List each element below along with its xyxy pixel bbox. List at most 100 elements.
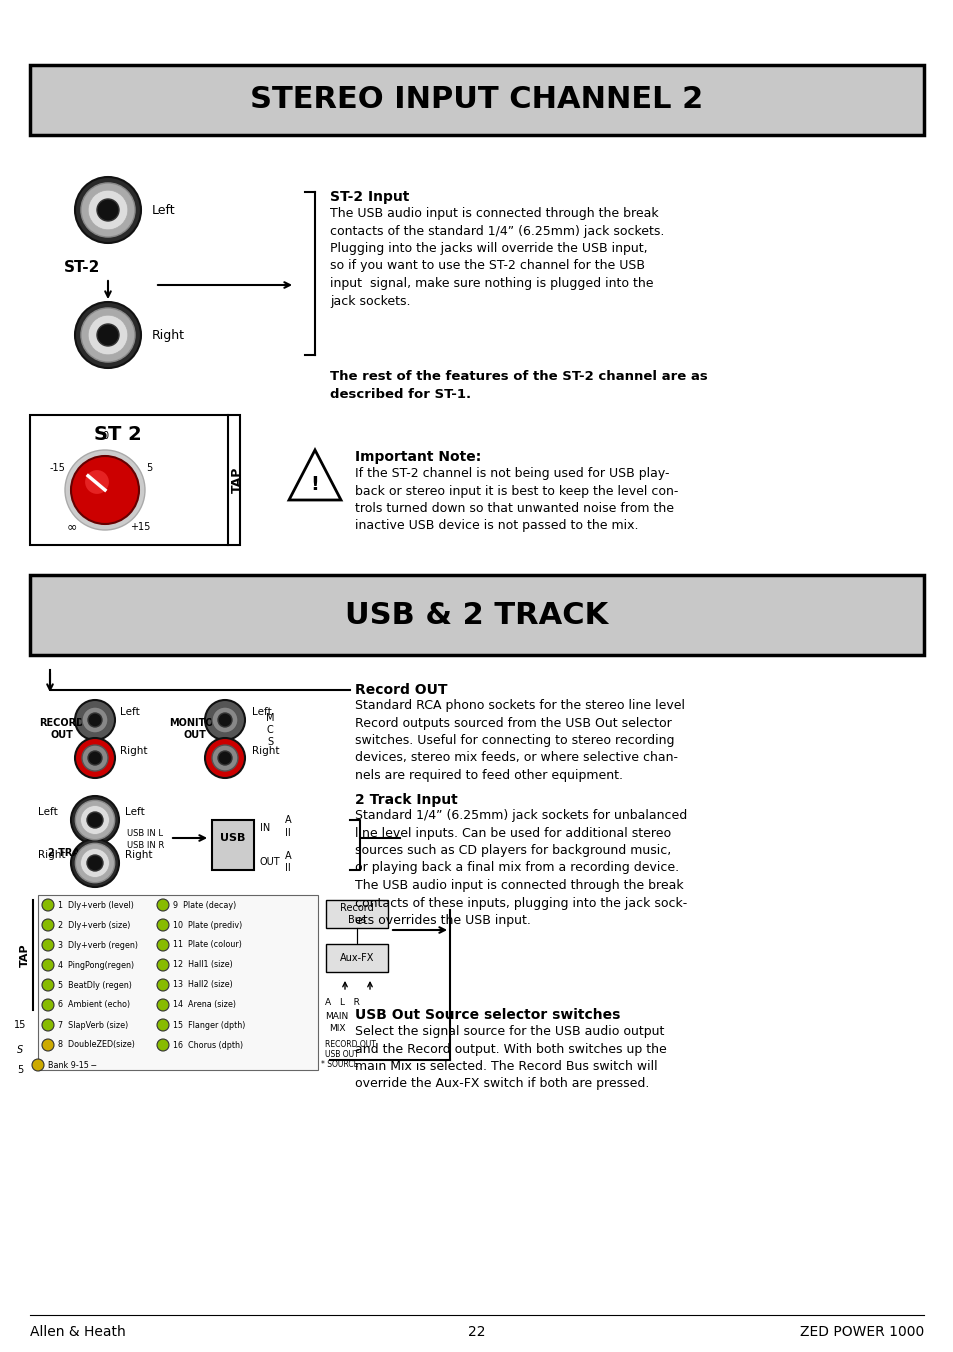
Bar: [212, 821, 253, 869]
Text: USB IN R: USB IN R: [127, 841, 164, 849]
Text: 1  Dly+verb (level): 1 Dly+verb (level): [58, 900, 133, 910]
Circle shape: [42, 979, 54, 991]
Text: Left: Left: [125, 807, 145, 817]
Text: ST-2: ST-2: [64, 260, 100, 274]
Text: MONITOR: MONITOR: [169, 718, 221, 727]
Text: Left: Left: [120, 707, 139, 717]
Circle shape: [212, 707, 237, 733]
Text: Important Note:: Important Note:: [355, 450, 480, 464]
Text: 13  Hall2 (size): 13 Hall2 (size): [172, 980, 233, 990]
Text: * SOURCE: * SOURCE: [320, 1060, 358, 1069]
Bar: [30, 65, 923, 135]
Text: S: S: [17, 1045, 23, 1055]
Bar: [38, 895, 317, 1069]
Text: 7  SlapVerb (size): 7 SlapVerb (size): [58, 1021, 128, 1029]
Text: ST-2 Input: ST-2 Input: [330, 191, 409, 204]
Text: Standard RCA phono sockets for the stereo line level
Record outputs sourced from: Standard RCA phono sockets for the stere…: [355, 699, 684, 781]
Text: USB OUT: USB OUT: [325, 1051, 358, 1059]
Circle shape: [81, 183, 135, 237]
Text: Record
Bus: Record Bus: [340, 903, 374, 925]
Text: 16  Chorus (dpth): 16 Chorus (dpth): [172, 1041, 243, 1049]
Circle shape: [88, 191, 128, 230]
Circle shape: [42, 940, 54, 950]
Text: USB & 2 TRACK: USB & 2 TRACK: [345, 600, 608, 630]
Circle shape: [157, 899, 169, 911]
Circle shape: [65, 450, 145, 530]
Text: +15: +15: [130, 522, 150, 531]
Circle shape: [71, 796, 119, 844]
Circle shape: [81, 308, 135, 362]
Text: MAIN: MAIN: [325, 1013, 348, 1021]
Circle shape: [212, 745, 237, 771]
Circle shape: [82, 707, 108, 733]
Text: Right: Right: [125, 850, 152, 860]
Text: OUT: OUT: [260, 857, 280, 867]
Text: Left: Left: [38, 807, 58, 817]
Text: Right: Right: [120, 746, 148, 756]
Circle shape: [75, 177, 141, 243]
Text: If the ST-2 channel is not being used for USB play-
back or stereo input it is b: If the ST-2 channel is not being used fo…: [355, 466, 678, 533]
Bar: [30, 575, 923, 654]
Text: RECORD OUT: RECORD OUT: [325, 1040, 375, 1049]
Circle shape: [157, 979, 169, 991]
Circle shape: [42, 959, 54, 971]
Circle shape: [87, 854, 103, 871]
Circle shape: [157, 1019, 169, 1032]
Text: II: II: [285, 863, 291, 873]
Text: A: A: [284, 815, 291, 825]
Text: Right: Right: [38, 850, 66, 860]
Circle shape: [42, 999, 54, 1011]
Circle shape: [75, 700, 115, 740]
Text: OUT: OUT: [51, 730, 73, 740]
Text: 2 TRACK IN: 2 TRACK IN: [48, 848, 110, 859]
Text: Allen & Heath: Allen & Heath: [30, 1325, 126, 1338]
Circle shape: [80, 849, 110, 877]
Text: Select the signal source for the USB audio output
and the Record output. With bo: Select the signal source for the USB aud…: [355, 1025, 666, 1091]
Circle shape: [157, 1038, 169, 1051]
Circle shape: [42, 1019, 54, 1032]
Text: OUT: OUT: [183, 730, 206, 740]
Text: 6  Ambient (echo): 6 Ambient (echo): [58, 1000, 130, 1010]
Bar: [30, 415, 240, 545]
Text: 15  Flanger (dpth): 15 Flanger (dpth): [172, 1021, 245, 1029]
Text: -15: -15: [49, 462, 65, 473]
Circle shape: [218, 713, 232, 727]
Text: 15: 15: [13, 1019, 26, 1030]
Circle shape: [75, 738, 115, 777]
Text: 9  Plate (decay): 9 Plate (decay): [172, 900, 236, 910]
Bar: [326, 900, 388, 927]
Text: A: A: [325, 998, 331, 1007]
Circle shape: [42, 899, 54, 911]
Text: 5: 5: [146, 462, 152, 473]
Text: 8  DoubleZED(size): 8 DoubleZED(size): [58, 1041, 134, 1049]
Text: 11  Plate (colour): 11 Plate (colour): [172, 941, 242, 949]
Circle shape: [71, 840, 119, 887]
Text: A: A: [284, 850, 291, 861]
Circle shape: [88, 713, 102, 727]
Circle shape: [205, 700, 245, 740]
Text: Right: Right: [152, 329, 185, 342]
Circle shape: [157, 959, 169, 971]
Text: M
C
S: M C S: [266, 714, 274, 746]
Text: Record OUT: Record OUT: [355, 683, 447, 698]
Text: Right: Right: [252, 746, 279, 756]
Text: II: II: [285, 827, 291, 838]
Text: 3  Dly+verb (regen): 3 Dly+verb (regen): [58, 941, 138, 949]
Circle shape: [157, 919, 169, 932]
Text: STEREO INPUT CHANNEL 2: STEREO INPUT CHANNEL 2: [250, 85, 703, 115]
Circle shape: [205, 738, 245, 777]
Circle shape: [32, 1059, 44, 1071]
Text: IN: IN: [260, 823, 270, 833]
Circle shape: [42, 919, 54, 932]
Circle shape: [85, 470, 109, 493]
Bar: [326, 944, 388, 972]
Text: 14  Arena (size): 14 Arena (size): [172, 1000, 235, 1010]
Circle shape: [80, 806, 110, 834]
Text: The USB audio input is connected through the break
contacts of the standard 1/4”: The USB audio input is connected through…: [330, 207, 663, 307]
Text: 5  BeatDly (regen): 5 BeatDly (regen): [58, 980, 132, 990]
Circle shape: [218, 750, 232, 765]
Text: USB: USB: [220, 833, 246, 844]
Circle shape: [75, 844, 114, 883]
Text: TAP: TAP: [231, 466, 243, 493]
Text: USB IN L: USB IN L: [127, 829, 163, 837]
